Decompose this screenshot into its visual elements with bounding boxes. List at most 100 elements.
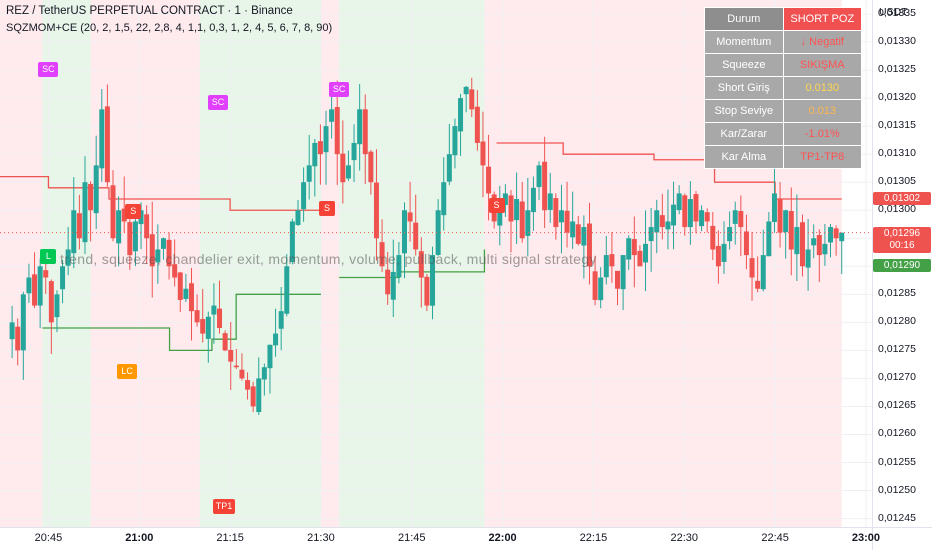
candle-body [760,255,766,290]
candle-body [508,195,514,222]
candle-body [379,242,385,267]
candle-body [166,239,172,267]
candle-body [547,193,553,210]
zone-red [90,0,200,527]
y-tick-label: 0,01285 [878,287,916,300]
candle-body [211,305,217,315]
panel-row-value: ↓ Negatif [782,30,863,54]
candle-body [20,294,26,351]
candle-body [755,280,761,289]
symbol-title: REZ / TetherUS PERPETUAL CONTRACT · 1 · … [6,5,293,17]
zone-green [199,0,321,527]
candle-body [693,194,699,222]
candle-body [671,204,677,226]
candle-body [699,210,705,227]
candle-body [665,221,671,230]
y-tick-label: 0,01265 [878,399,916,412]
candle-body [334,107,340,155]
candle-body [811,238,817,246]
signal-marker-tp[interactable]: TP1 [213,499,236,515]
signal-marker-l[interactable]: L [40,249,57,265]
candle-body [340,153,346,183]
candle-body [306,165,312,182]
y-tick-label: 0,01335 [878,7,916,20]
candle-body [351,142,357,161]
panel-row-key: Momentum [704,30,784,54]
candle-body [48,281,54,323]
candle-body [127,222,133,256]
candle-body [250,386,256,407]
candle-body [401,210,407,254]
candle-body [110,185,116,239]
candle-body [239,369,245,379]
candle-body [261,367,267,380]
candle-body [687,199,693,228]
signal-marker-sc[interactable]: SC [208,95,228,111]
signal-marker-lc[interactable]: LC [117,363,138,379]
candle-body [76,213,82,239]
candle-body [116,210,122,244]
candle-body [155,249,161,263]
y-tick-label: 0,01255 [878,455,916,468]
candle-body [317,141,323,155]
y-tick-label: 0,01310 [878,147,916,160]
candle-body [37,266,43,306]
panel-row-key: Stop Seviye [704,99,784,123]
candle-body [132,221,138,252]
candle-body [385,269,391,295]
candle-body [839,232,845,242]
x-tick-label: 20:45 [34,532,63,544]
y-tick-label: 0,01270 [878,371,916,384]
candle-countdown: 00:16 [889,239,915,251]
candle-body [407,212,413,222]
green-stop-price-label: 0,01290 [873,259,931,273]
panel-row-value: SIKIŞMA [782,53,863,77]
y-tick-label: 0,01280 [878,315,916,328]
signal-marker-sc[interactable]: SC [329,81,350,97]
candle-body [82,182,88,243]
candle-body [676,193,682,211]
long-stop-line [42,293,321,352]
candle-body [828,227,834,243]
candle-body [805,249,811,268]
panel-row-value: TP1-TP8 [782,145,863,169]
candle-body [586,223,592,267]
candle-body [424,276,430,306]
candle-body [390,271,396,300]
candle-body [446,154,452,182]
candle-body [542,161,548,211]
y-tick-label: 0,01275 [878,343,916,356]
current-price-value: 0,01296 [883,227,921,239]
candle-body [104,106,110,183]
signal-marker-s[interactable]: S [488,197,505,213]
y-tick-label: 0,01305 [878,175,916,188]
x-tick-label: 21:15 [216,532,244,544]
candle-body [295,210,301,225]
candle-body [553,198,559,228]
candle-body [32,274,38,306]
candle-body [205,316,211,339]
candle-body [88,183,94,211]
candle-body [256,378,262,413]
candle-body [71,210,77,254]
candle-body [570,221,576,238]
strategy-watermark: trend, squeeze, chandelier exit, momentu… [60,251,597,267]
candle-body [60,266,66,290]
x-tick-label: 21:30 [307,532,335,544]
signal-marker-s[interactable]: S [125,204,142,220]
candle-body [721,243,727,262]
x-tick-label: 21:00 [125,532,154,544]
candle-body [463,86,469,95]
indicator-title[interactable]: SQZMOM+CE (20, 2, 1,5, 22, 2,8, 4, 1,1, … [6,22,333,34]
x-tick-label: 22:00 [488,532,517,544]
signal-marker-sc[interactable]: SC [38,61,59,77]
panel-head-key: Durum [704,7,784,31]
y-tick-label: 0,01320 [878,91,916,104]
candle-body [771,193,777,223]
currency-unit-label[interactable]: USDT [879,6,908,18]
x-tick-label: 23:00 [851,532,881,544]
signal-marker-s[interactable]: S [319,200,335,216]
candle-body [738,211,744,228]
candle-body [615,270,621,289]
